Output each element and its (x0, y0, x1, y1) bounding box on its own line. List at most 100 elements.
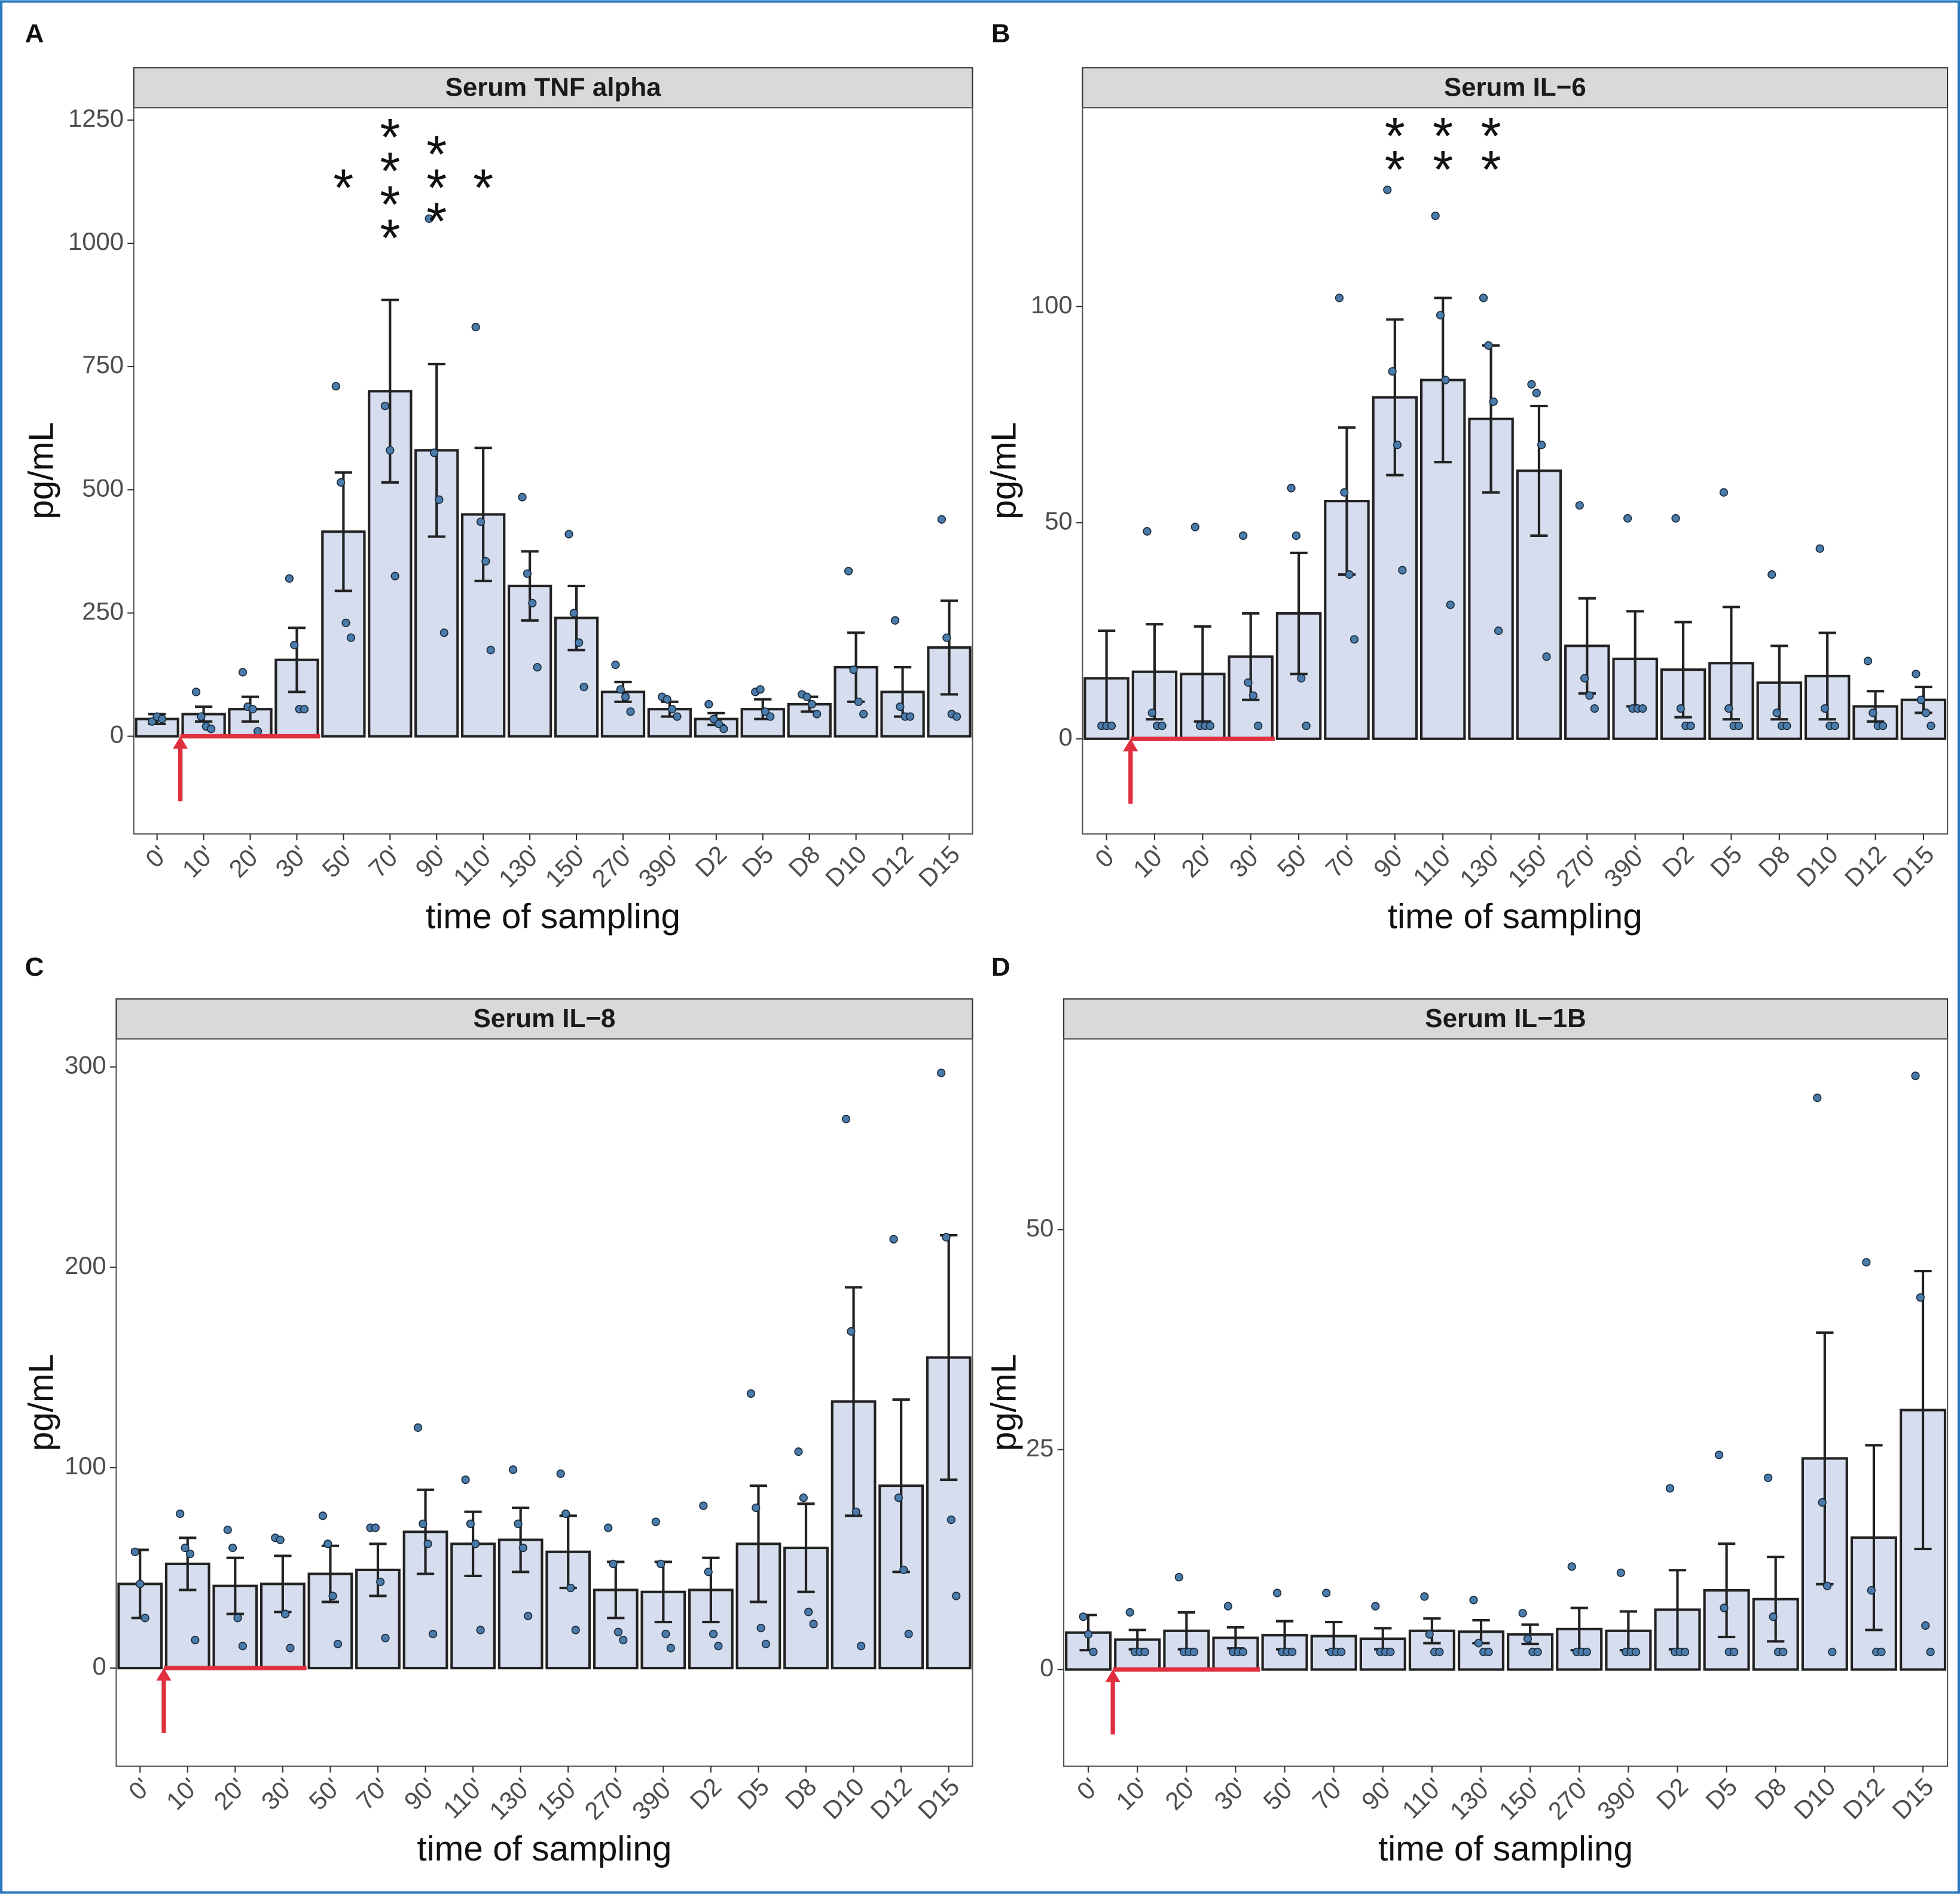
error-bar (1717, 1542, 1736, 1639)
data-point (318, 1511, 327, 1520)
data-point (1532, 389, 1541, 398)
data-point (1393, 441, 1402, 450)
error-bar (416, 1488, 435, 1575)
error-bar (940, 599, 958, 696)
data-point (1079, 1612, 1088, 1621)
data-point (1767, 570, 1776, 579)
data-point (323, 1539, 332, 1548)
y-tick-label: 200 (65, 1251, 106, 1279)
error-bar (1386, 318, 1404, 476)
data-point (233, 1614, 242, 1623)
data-point (1830, 721, 1839, 731)
strip-title: Serum IL−8 (474, 1004, 616, 1033)
y-tick-label: 1000 (68, 227, 124, 255)
data-point (1431, 211, 1440, 221)
error-bar (797, 1502, 815, 1593)
data-point (341, 618, 350, 627)
panel-letter: C (25, 952, 44, 982)
data-point (1730, 1647, 1739, 1657)
data-point (1435, 1647, 1444, 1657)
y-tick-label: 0 (1040, 1654, 1054, 1682)
data-point (851, 1507, 860, 1516)
data-point (1782, 721, 1791, 731)
data-point (1302, 721, 1311, 731)
strip (1082, 67, 1949, 109)
data-point (626, 707, 635, 716)
marker-arrowhead (1123, 738, 1138, 752)
data-point (191, 688, 201, 696)
error-bar (1722, 606, 1741, 721)
x-axis-title: time of sampling (417, 1829, 671, 1868)
data-point (1911, 1071, 1920, 1080)
data-point (223, 1525, 232, 1534)
data-point (509, 1465, 518, 1474)
data-point (148, 717, 157, 726)
data-point (466, 1519, 475, 1528)
strip (133, 67, 973, 109)
data-point (1158, 721, 1167, 731)
data-point (1927, 721, 1935, 731)
data-point (419, 1519, 428, 1528)
error-bar (334, 471, 353, 592)
data-point (1590, 704, 1599, 713)
data-point (714, 719, 723, 729)
data-point (1533, 1647, 1542, 1657)
data-point (1719, 488, 1728, 497)
data-point (238, 1642, 247, 1651)
significance: **** (361, 108, 419, 243)
data-point (621, 692, 630, 701)
data-point (1542, 652, 1551, 661)
data-point (1671, 514, 1680, 523)
data-point (390, 572, 399, 581)
data-point (856, 1642, 866, 1651)
data-point (1878, 721, 1888, 731)
data-point (476, 517, 486, 526)
y-tick-label: 250 (82, 597, 124, 625)
data-point (1772, 708, 1781, 717)
data-point (328, 1591, 337, 1600)
data-point (197, 712, 206, 721)
data-point (435, 495, 444, 504)
data-point (481, 557, 490, 566)
data-point (709, 714, 718, 723)
data-point (952, 712, 961, 721)
data-point (813, 710, 822, 719)
error-bar (288, 627, 306, 694)
data-point (1446, 600, 1455, 609)
data-point (1441, 375, 1450, 384)
data-point (253, 727, 262, 736)
data-point (429, 448, 439, 457)
data-point (238, 668, 248, 677)
error-bar (1767, 1556, 1785, 1643)
error-bar (1423, 1617, 1441, 1645)
y-axis-title: pg/mL (984, 422, 1023, 520)
data-point (1916, 1293, 1925, 1302)
data-point (569, 609, 578, 618)
data-point (746, 1389, 756, 1398)
data-point (709, 1630, 718, 1639)
data-point (1813, 1093, 1822, 1102)
data-point (1089, 1647, 1098, 1657)
data-point (1174, 1572, 1183, 1582)
data-point (613, 1627, 623, 1636)
data-point (337, 478, 346, 487)
y-tick-label: 500 (82, 474, 124, 502)
data-point (1107, 721, 1116, 731)
data-point (1189, 1647, 1199, 1657)
data-point (756, 1623, 765, 1633)
data-point (704, 1568, 713, 1577)
data-point (1371, 1602, 1380, 1611)
data-point (556, 1469, 565, 1478)
data-point (761, 707, 770, 716)
data-point (290, 640, 299, 650)
y-tick-label: 0 (92, 1652, 106, 1680)
data-point (761, 1639, 771, 1649)
data-point (141, 1614, 149, 1623)
error-bar (1818, 631, 1836, 721)
data-point (756, 685, 765, 694)
data-point (1869, 708, 1877, 717)
data-point (1244, 678, 1253, 687)
data-point (704, 699, 713, 709)
data-point (376, 1577, 385, 1587)
data-point (181, 1543, 190, 1553)
